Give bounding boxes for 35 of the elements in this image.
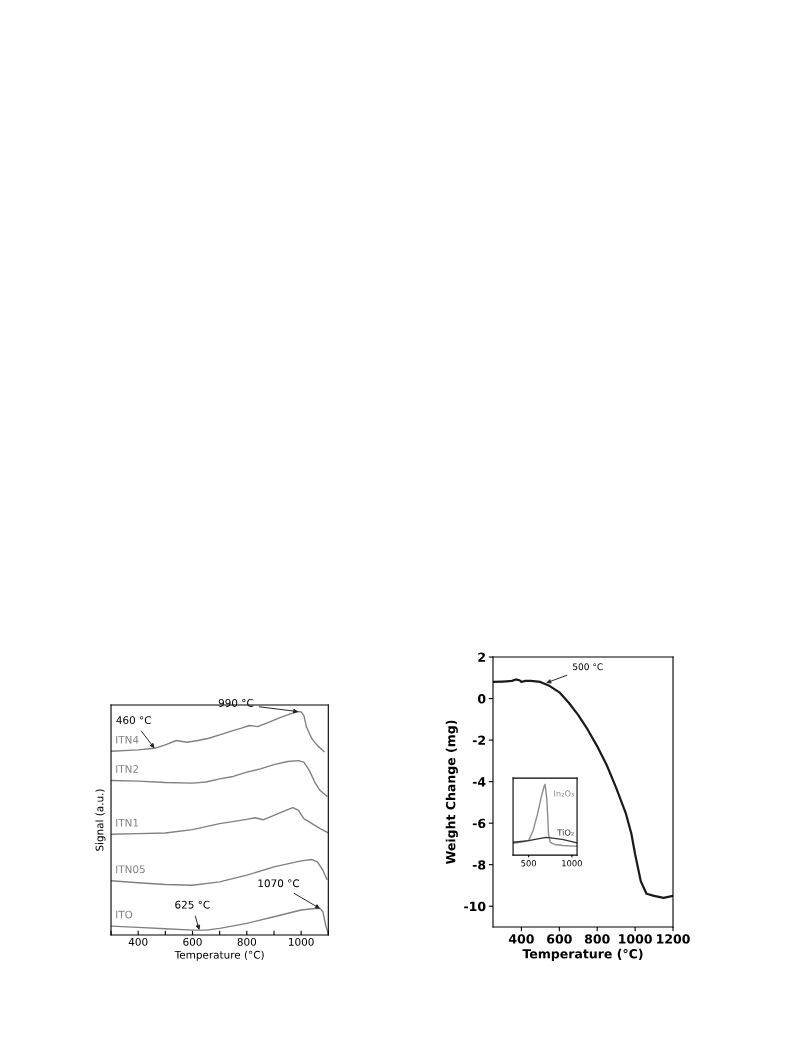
- x-tick-label: 600: [547, 934, 572, 944]
- x-tick-label: 400: [128, 937, 148, 946]
- y-tick-label: -8: [472, 860, 486, 870]
- y-tick-label: -4: [472, 777, 486, 787]
- annotation: 1070 °C: [258, 879, 300, 888]
- y-tick-label: -2: [472, 735, 485, 745]
- annotation: 625 °C: [175, 900, 210, 909]
- y-axis-title: Signal (a.u.): [95, 789, 106, 851]
- x-tick-label: 800: [584, 934, 610, 944]
- line-series: [493, 678, 674, 900]
- series-label: ITO: [116, 910, 133, 919]
- annotation: 460 °C: [116, 716, 151, 725]
- y-tick-label: 0: [477, 694, 486, 704]
- series-label: ITN4: [116, 735, 139, 744]
- series-label: ITN2: [116, 765, 138, 773]
- y-tick-label: -6: [472, 818, 486, 829]
- x-axis-title: Temperature (°C): [522, 948, 643, 961]
- y-axis-title: Weight Change (mg): [445, 720, 458, 865]
- series-label: ITN1: [116, 818, 139, 827]
- x-tick-label: 1200: [657, 934, 690, 944]
- annotation: 990 °C: [218, 699, 254, 707]
- y-tick-label: -10: [464, 901, 486, 912]
- annotation: 500 °C: [572, 663, 603, 671]
- x-tick-label: 1000: [562, 860, 582, 867]
- x-tick-label: 800: [237, 937, 257, 946]
- x-axis-title: Temperature (°C): [174, 950, 264, 961]
- x-tick-label: 600: [183, 937, 202, 946]
- series-label: In₂O₃: [554, 790, 574, 797]
- x-tick-label: 400: [508, 934, 534, 944]
- series-label: ITN05: [116, 865, 145, 874]
- series-label: TiO₂: [557, 829, 574, 836]
- x-tick-label: 1000: [289, 937, 314, 946]
- y-tick-label: 2: [478, 652, 485, 662]
- x-tick-label: 500: [521, 860, 537, 867]
- x-tick-label: 1000: [619, 934, 652, 944]
